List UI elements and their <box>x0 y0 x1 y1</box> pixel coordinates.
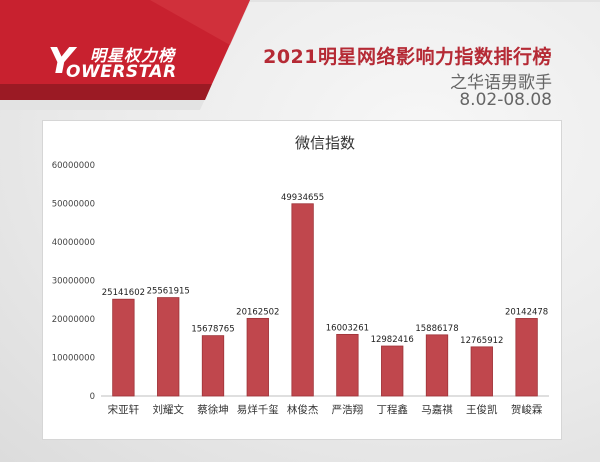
bar <box>515 318 538 397</box>
bar <box>112 298 135 397</box>
data-label: 16003261 <box>326 323 369 333</box>
data-label: 12982416 <box>371 335 414 345</box>
brand-logo: Y 明星权力榜 OWERSTAR <box>48 40 198 86</box>
date-range: 8.02-08.08 <box>459 90 552 110</box>
page-title: 2021明星网络影响力指数排行榜 <box>263 46 552 68</box>
data-label: 25561915 <box>147 287 190 297</box>
header-banner <box>0 0 600 110</box>
x-tick-label: 严浩翔 <box>332 403 364 416</box>
logo-chinese-text: 明星权力榜 <box>90 46 176 65</box>
data-label: 12765912 <box>460 336 503 346</box>
data-label: 20142478 <box>505 307 548 317</box>
x-tick-label: 刘耀文 <box>152 403 184 416</box>
bar <box>336 333 359 397</box>
x-tick-label: 丁程鑫 <box>376 403 408 416</box>
bar <box>381 345 404 397</box>
chart-title: 微信指数 <box>295 134 355 152</box>
data-label: 25141602 <box>102 288 145 298</box>
bar <box>470 346 493 397</box>
x-tick-label: 易烊千玺 <box>237 403 279 416</box>
x-tick-label: 王俊凯 <box>466 403 498 416</box>
bar <box>201 335 225 397</box>
data-label: 15678765 <box>191 325 234 335</box>
data-label: 20162502 <box>236 307 279 317</box>
x-tick-label: 林俊杰 <box>287 403 319 416</box>
data-label: 49934655 <box>281 193 324 203</box>
x-tick-label: 贺峻霖 <box>511 403 543 416</box>
x-tick-label: 蔡徐坤 <box>197 403 229 416</box>
x-tick-label: 马嘉祺 <box>421 403 453 416</box>
bar <box>425 334 449 397</box>
bar <box>157 297 180 397</box>
bar <box>246 317 269 397</box>
y-tick-label: 10000000 <box>52 354 95 364</box>
y-tick-label: 60000000 <box>52 161 95 171</box>
bar <box>291 203 314 397</box>
logo-letter: Y <box>48 41 75 82</box>
data-label: 15886178 <box>415 324 458 334</box>
y-tick-label: 0 <box>90 392 95 402</box>
x-tick-label: 宋亚轩 <box>108 403 140 416</box>
y-tick-label: 20000000 <box>52 315 95 325</box>
logo-english-text: OWERSTAR <box>66 62 177 82</box>
chart-card: 微信指数 0 10000000 20000000 30000000 40000000 500… <box>42 120 562 440</box>
bar-chart: 微信指数 0 10000000 20000000 30000000 40000000 500… <box>52 134 549 416</box>
y-tick-label: 30000000 <box>52 277 95 287</box>
y-tick-label: 50000000 <box>52 200 95 210</box>
page-subtitle: 之华语男歌手 <box>450 73 552 93</box>
y-tick-label: 40000000 <box>52 238 95 248</box>
